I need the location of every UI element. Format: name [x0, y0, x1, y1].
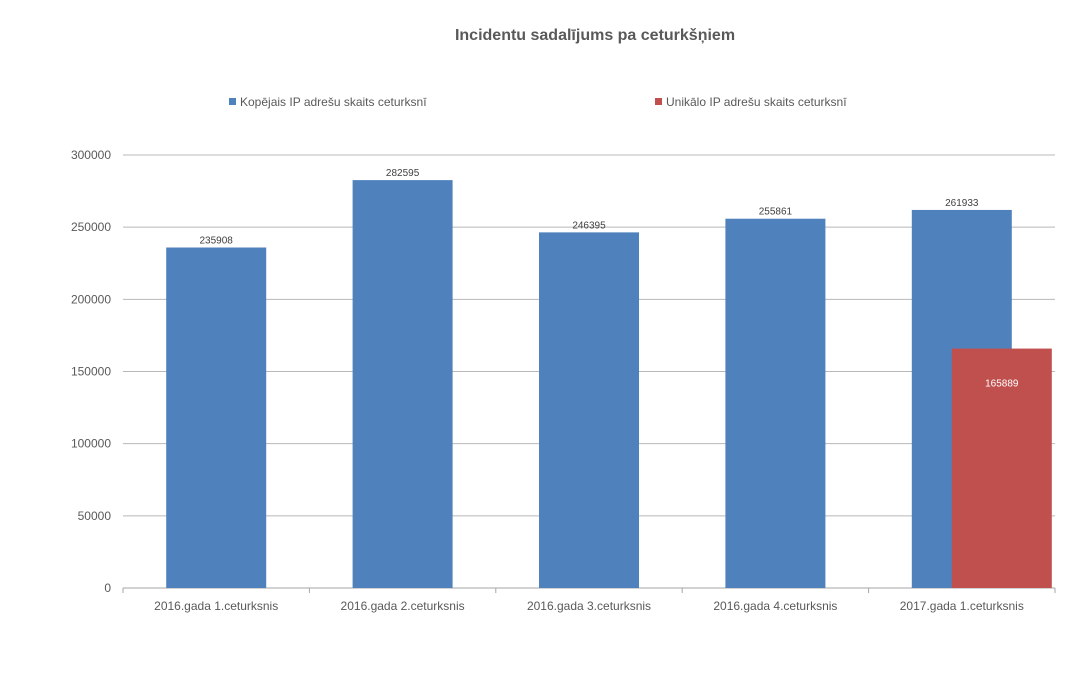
data-label-total-ip: 282595 — [386, 168, 420, 179]
y-tick-label: 250000 — [71, 220, 111, 234]
data-label-total-ip: 235908 — [200, 236, 234, 247]
bar-unique-ip — [951, 348, 1052, 588]
y-axis: 0 50000 100000 150000 200000 250000 300000 — [71, 148, 111, 595]
bar-total-ip — [352, 180, 453, 588]
x-tick-label: 2016.gada 2.ceturksnis — [341, 599, 465, 613]
legend-item: Unikālo IP adrešu skaits ceturksnī — [655, 95, 847, 109]
x-axis: 2016.gada 1.ceturksnis 2016.gada 2.ceturk… — [122, 588, 1056, 613]
legend-label: Kopējais IP adrešu skaits ceturksnī — [240, 95, 427, 109]
y-tick-label: 200000 — [71, 292, 111, 306]
legend-item: Kopējais IP adrešu skaits ceturksnī — [229, 95, 427, 109]
y-tick-label: 50000 — [78, 509, 112, 523]
legend: Kopējais IP adrešu skaits ceturksnī Unikā… — [229, 95, 847, 109]
y-tick-label: 300000 — [71, 148, 111, 162]
chart-title: Incidentu sadalījums pa ceturkšņiem — [455, 27, 735, 44]
legend-swatch — [655, 98, 662, 105]
y-tick-label: 150000 — [71, 365, 111, 379]
y-tick-label: 100000 — [71, 437, 111, 451]
data-label-total-ip: 255861 — [759, 207, 793, 218]
bar-total-ip — [166, 247, 267, 589]
data-label-total-ip: 261933 — [945, 198, 979, 209]
x-tick-label: 2016.gada 1.ceturksnis — [154, 599, 278, 613]
bar-total-ip — [725, 218, 826, 589]
bars: 235908 282595 246395 255861 261933 165889 — [166, 168, 1052, 589]
bar-total-ip — [539, 232, 639, 589]
data-label-unique-ip: 165889 — [985, 379, 1019, 390]
y-tick-label: 0 — [104, 581, 111, 595]
x-tick-label: 2017.gada 1.ceturksnis — [900, 599, 1024, 613]
x-tick-label: 2016.gada 4.ceturksnis — [713, 599, 837, 613]
data-label-total-ip: 246395 — [572, 220, 606, 231]
legend-label: Unikālo IP adrešu skaits ceturksnī — [666, 95, 847, 109]
legend-swatch — [229, 98, 236, 105]
x-tick-label: 2016.gada 3.ceturksnis — [527, 599, 651, 613]
